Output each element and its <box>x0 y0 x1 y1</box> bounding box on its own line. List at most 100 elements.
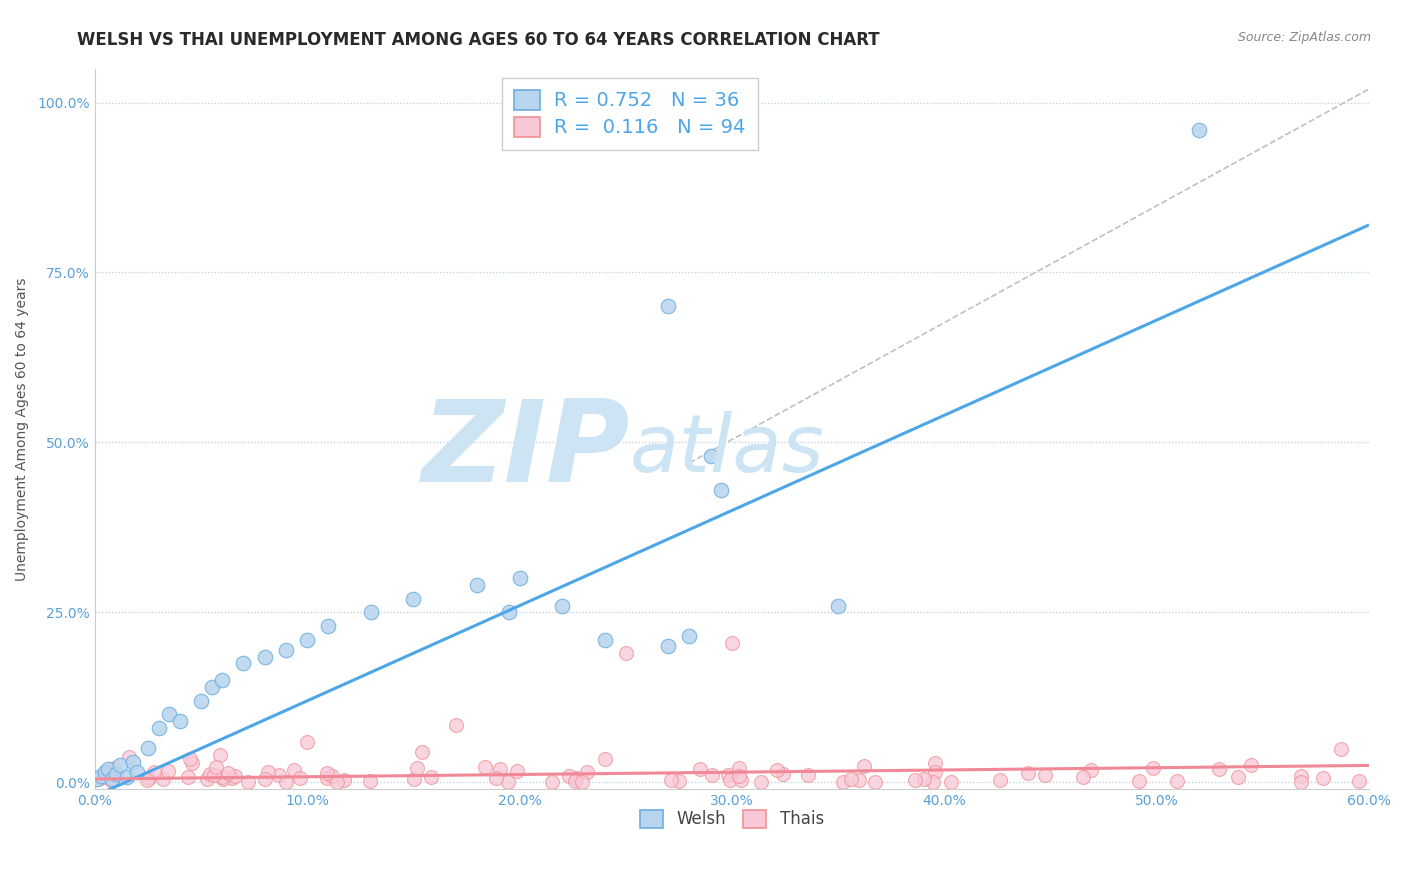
Point <box>148 721 170 735</box>
Point <box>321 769 343 783</box>
Point <box>136 741 159 756</box>
Point <box>90 771 112 785</box>
Point <box>315 771 337 785</box>
Point <box>333 772 356 787</box>
Text: atlas: atlas <box>630 411 825 490</box>
Point <box>288 771 311 785</box>
Point <box>1291 769 1313 783</box>
Point <box>198 767 221 781</box>
Point <box>202 768 225 782</box>
Point <box>1080 764 1102 778</box>
Point <box>772 766 794 780</box>
Point <box>1128 774 1150 789</box>
Point <box>661 772 683 787</box>
Point <box>97 762 120 776</box>
Point <box>1291 774 1313 789</box>
Point <box>224 769 246 783</box>
Point <box>402 591 425 606</box>
Point <box>565 771 588 785</box>
Point <box>564 774 586 789</box>
Point <box>405 761 427 775</box>
Point <box>208 747 231 762</box>
Point <box>211 772 233 786</box>
Text: Source: ZipAtlas.com: Source: ZipAtlas.com <box>1237 31 1371 45</box>
Point <box>727 761 749 775</box>
Point <box>489 762 512 776</box>
Point <box>852 759 875 773</box>
Point <box>924 765 946 780</box>
Point <box>86 772 108 786</box>
Point <box>190 694 212 708</box>
Point <box>1348 773 1371 788</box>
Point <box>551 599 574 613</box>
Point <box>101 772 124 786</box>
Point <box>318 619 340 633</box>
Text: ZIP: ZIP <box>422 395 630 506</box>
Point <box>593 632 616 647</box>
Point <box>1312 771 1334 785</box>
Point <box>614 646 637 660</box>
Point <box>232 657 254 671</box>
Point <box>465 578 488 592</box>
Point <box>253 649 276 664</box>
Point <box>485 771 508 785</box>
Point <box>1166 774 1188 789</box>
Point <box>179 752 201 766</box>
Point <box>221 771 243 785</box>
Point <box>122 755 145 769</box>
Point <box>730 773 752 788</box>
Point <box>359 773 381 788</box>
Point <box>575 764 598 779</box>
Point <box>509 571 531 585</box>
Point <box>269 768 291 782</box>
Point <box>152 772 174 786</box>
Point <box>1035 768 1057 782</box>
Point <box>863 775 886 789</box>
Point <box>474 759 496 773</box>
Point <box>689 763 711 777</box>
Point <box>411 745 433 759</box>
Point <box>593 752 616 766</box>
Point <box>254 772 277 787</box>
Point <box>718 773 741 788</box>
Point <box>1208 762 1230 776</box>
Point <box>101 766 124 780</box>
Point <box>766 763 789 777</box>
Point <box>217 766 239 780</box>
Point <box>326 774 349 789</box>
Point <box>419 770 441 784</box>
Point <box>295 632 318 647</box>
Point <box>924 756 946 771</box>
Point <box>728 769 751 783</box>
Point <box>710 483 733 497</box>
Point <box>195 772 218 787</box>
Point <box>541 775 564 789</box>
Point <box>749 774 772 789</box>
Point <box>1142 761 1164 775</box>
Point <box>657 300 679 314</box>
Point <box>205 760 228 774</box>
Point <box>444 717 467 731</box>
Point <box>1017 766 1039 780</box>
Point <box>498 606 520 620</box>
Point <box>115 770 138 784</box>
Point <box>402 772 425 786</box>
Point <box>1071 770 1094 784</box>
Point <box>142 765 165 780</box>
Point <box>94 765 117 780</box>
Point <box>274 775 297 789</box>
Point <box>797 768 820 782</box>
Point <box>699 449 721 463</box>
Point <box>103 761 125 775</box>
Point <box>678 629 700 643</box>
Point <box>827 599 849 613</box>
Point <box>831 775 853 789</box>
Point <box>841 772 863 786</box>
Point <box>315 765 337 780</box>
Point <box>118 750 141 764</box>
Point <box>496 775 519 789</box>
Point <box>295 734 318 748</box>
Point <box>657 640 679 654</box>
Text: WELSH VS THAI UNEMPLOYMENT AMONG AGES 60 TO 64 YEARS CORRELATION CHART: WELSH VS THAI UNEMPLOYMENT AMONG AGES 60… <box>77 31 880 49</box>
Point <box>157 707 180 722</box>
